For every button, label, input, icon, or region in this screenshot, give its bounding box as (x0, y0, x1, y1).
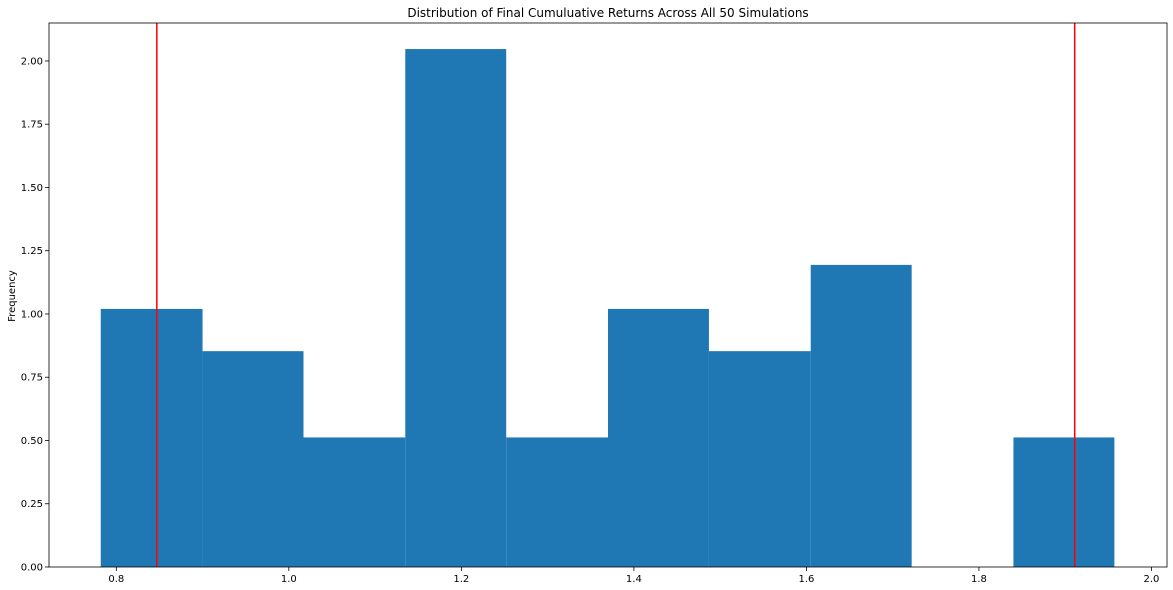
y-tick-label: 0.75 (21, 373, 43, 384)
x-axis-ticks: 0.8 1.0 1.2 1.4 1.6 1.8 2.0 (108, 567, 1159, 585)
histogram-bar-6 (608, 308, 709, 567)
histogram-bar-5 (506, 437, 608, 567)
x-tick-label: 1.4 (626, 574, 642, 585)
histogram-bar-1 (100, 308, 203, 567)
histogram-bar-7 (708, 351, 811, 567)
y-tick-label: 2.00 (21, 56, 43, 67)
y-tick-label: 1.25 (21, 246, 43, 257)
y-tick-label: 1.50 (21, 183, 43, 194)
histogram-bar-8 (810, 264, 912, 567)
x-tick-label: 1.8 (971, 574, 987, 585)
y-tick-label: 1.75 (21, 120, 43, 131)
y-tick-label: 0.50 (21, 436, 43, 447)
x-tick-label: 1.6 (798, 574, 814, 585)
x-tick-label: 0.8 (108, 574, 124, 585)
histogram-bar-4 (405, 49, 507, 567)
histogram-bar-3 (303, 437, 406, 567)
y-axis-ticks: 0.00 0.25 0.50 0.75 1.00 1.25 1.50 1.75 2.00 (21, 56, 49, 574)
bars-layer (100, 49, 1115, 567)
x-tick-label: 1.2 (453, 574, 469, 585)
y-axis-label: Frequency (7, 270, 18, 322)
reference-lines-layer (156, 23, 1076, 567)
y-tick-label: 1.00 (21, 309, 43, 320)
histogram-bar-2 (202, 351, 304, 567)
y-tick-label: 0.00 (21, 563, 43, 574)
chart-title: Distribution of Final Cumuluative Return… (407, 6, 808, 20)
plot-frame (48, 22, 1168, 568)
x-tick-label: 2.0 (1144, 574, 1160, 585)
histogram-bar-10 (1013, 437, 1115, 567)
x-tick-label: 1.0 (281, 574, 297, 585)
y-tick-label: 0.25 (21, 499, 43, 510)
